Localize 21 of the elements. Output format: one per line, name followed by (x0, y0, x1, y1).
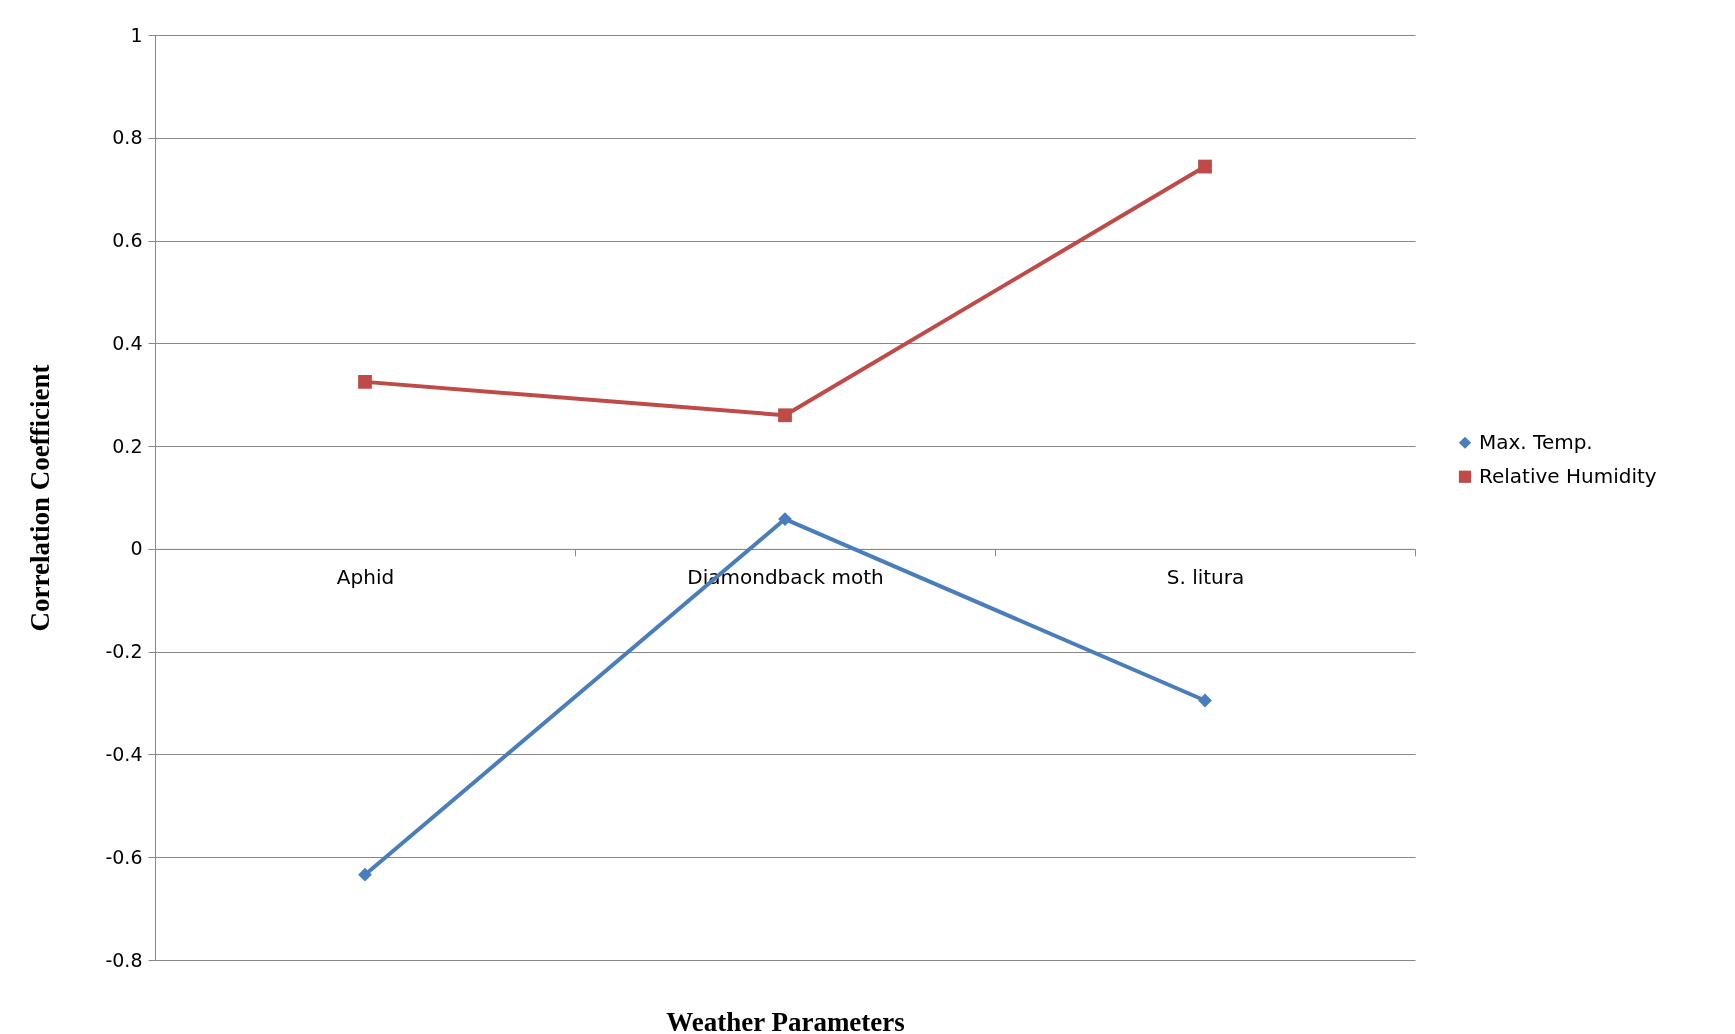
y-tick-label: 1 (130, 23, 143, 46)
y-axis-title: Correlation Coefficient (25, 364, 56, 632)
y-tick-label: -0.6 (105, 845, 143, 868)
x-axis-title: Weather Parameters (666, 1006, 905, 1034)
y-tick-label: 0.2 (112, 434, 143, 457)
point (358, 374, 372, 389)
y-tick-label: -0.2 (105, 640, 143, 663)
point (358, 867, 372, 882)
y-tick-label: 0.8 (112, 126, 143, 149)
y-tick-label: 0.6 (112, 229, 143, 252)
x-tick-label: S. litura (1166, 565, 1245, 590)
point (778, 408, 792, 423)
x-tick-label: Aphid (336, 565, 395, 590)
y-tick-label: -0.4 (105, 742, 143, 765)
y-tick-label: 0.4 (112, 331, 143, 354)
y-tick-label: 0 (130, 537, 143, 560)
point (1198, 159, 1212, 174)
point (1198, 693, 1212, 708)
legend-label: Relative Humidity (1479, 463, 1657, 488)
y-tick-label: -0.8 (105, 948, 143, 971)
legend-label: Max. Temp. (1479, 429, 1593, 454)
